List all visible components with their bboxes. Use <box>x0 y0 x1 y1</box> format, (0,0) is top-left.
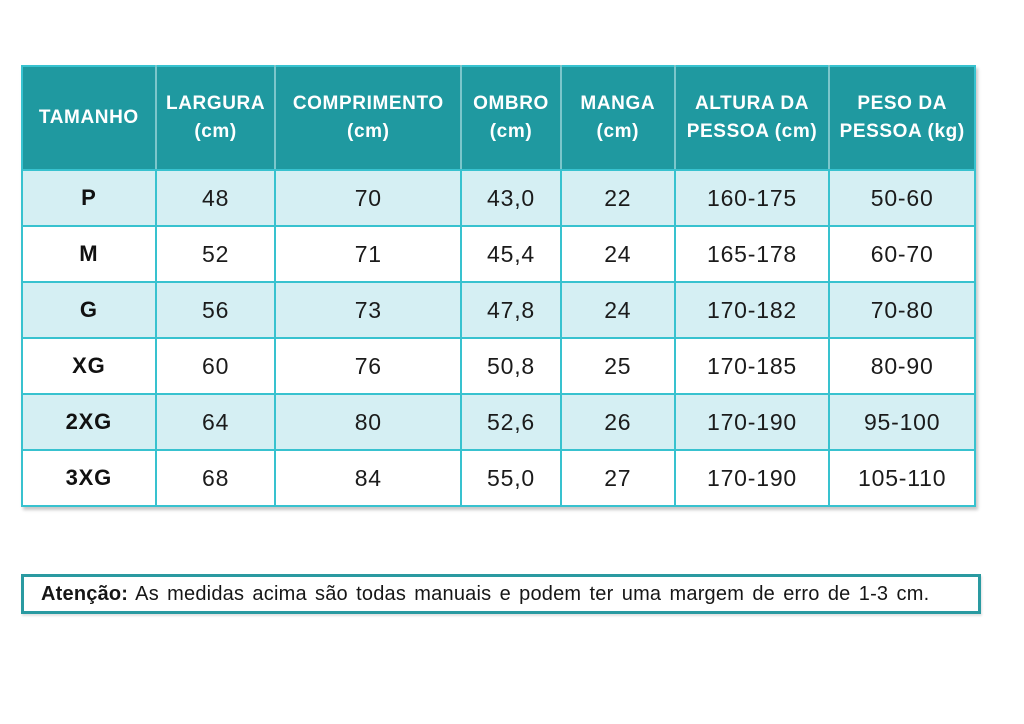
table-cell: 48 <box>154 169 277 227</box>
attention-note-label: Atenção: <box>41 582 129 605</box>
table-cell: 160-175 <box>673 169 831 227</box>
table-cell: 170-185 <box>673 337 831 395</box>
table-header-row: TAMANHO LARGURA (cm) COMPRIMENTO (cm) OM… <box>22 66 975 171</box>
table-cell: 52,6 <box>460 393 562 451</box>
column-header-comprimento: COMPRIMENTO (cm) <box>274 66 462 171</box>
size-label: 3XG <box>21 449 157 507</box>
table-cell: 43,0 <box>460 169 562 227</box>
table-cell: 22 <box>559 169 676 227</box>
table-row-3xg: 3XG 68 84 55,0 27 170-190 105-110 <box>21 449 976 507</box>
column-header-peso-pessoa: PESO DA PESSOA (kg) <box>828 66 975 171</box>
table-cell: 26 <box>559 393 676 451</box>
table-cell: 165-178 <box>673 225 831 283</box>
table-cell: 84 <box>274 449 463 507</box>
table-cell: 70-80 <box>828 281 976 339</box>
size-label: G <box>21 281 157 339</box>
table-cell: 170-190 <box>673 449 831 507</box>
table-cell: 52 <box>154 225 277 283</box>
table-cell: 50-60 <box>828 169 976 227</box>
table-cell: 56 <box>154 281 277 339</box>
table-cell: 80-90 <box>828 337 976 395</box>
table-cell: 70 <box>274 169 463 227</box>
table-cell: 55,0 <box>460 449 562 507</box>
size-chart-table: TAMANHO LARGURA (cm) COMPRIMENTO (cm) OM… <box>21 65 976 507</box>
attention-note-text: As medidas acima são todas manuais e pod… <box>135 582 930 605</box>
table-cell: 105-110 <box>828 449 976 507</box>
table-cell: 80 <box>274 393 463 451</box>
table-cell: 73 <box>274 281 463 339</box>
table-cell: 45,4 <box>460 225 562 283</box>
table-cell: 60-70 <box>828 225 976 283</box>
table-cell: 50,8 <box>460 337 562 395</box>
table-cell: 24 <box>559 225 676 283</box>
column-header-altura-pessoa: ALTURA DA PESSOA (cm) <box>673 66 830 171</box>
table-row-xg: XG 60 76 50,8 25 170-185 80-90 <box>21 337 976 395</box>
attention-note: Atenção: As medidas acima são todas manu… <box>21 574 981 614</box>
table-cell: 64 <box>154 393 277 451</box>
table-cell: 47,8 <box>460 281 562 339</box>
table-cell: 60 <box>154 337 277 395</box>
size-label: M <box>21 225 157 283</box>
table-cell: 76 <box>274 337 463 395</box>
table-cell: 95-100 <box>828 393 976 451</box>
table-cell: 170-190 <box>673 393 831 451</box>
table-row-m: M 52 71 45,4 24 165-178 60-70 <box>21 225 976 283</box>
column-header-ombro: OMBRO (cm) <box>460 66 561 171</box>
size-label: P <box>21 169 157 227</box>
size-label: XG <box>21 337 157 395</box>
size-chart-table-container: TAMANHO LARGURA (cm) COMPRIMENTO (cm) OM… <box>21 65 976 507</box>
column-header-largura: LARGURA (cm) <box>154 66 276 171</box>
table-cell: 170-182 <box>673 281 831 339</box>
table-row-g: G 56 73 47,8 24 170-182 70-80 <box>21 281 976 339</box>
table-cell: 68 <box>154 449 277 507</box>
table-row-2xg: 2XG 64 80 52,6 26 170-190 95-100 <box>21 393 976 451</box>
size-label: 2XG <box>21 393 157 451</box>
table-cell: 71 <box>274 225 463 283</box>
table-cell: 24 <box>559 281 676 339</box>
table-row-p: P 48 70 43,0 22 160-175 50-60 <box>21 169 976 227</box>
column-header-manga: MANGA (cm) <box>559 66 675 171</box>
column-header-tamanho: TAMANHO <box>22 66 156 171</box>
table-cell: 27 <box>559 449 676 507</box>
table-cell: 25 <box>559 337 676 395</box>
